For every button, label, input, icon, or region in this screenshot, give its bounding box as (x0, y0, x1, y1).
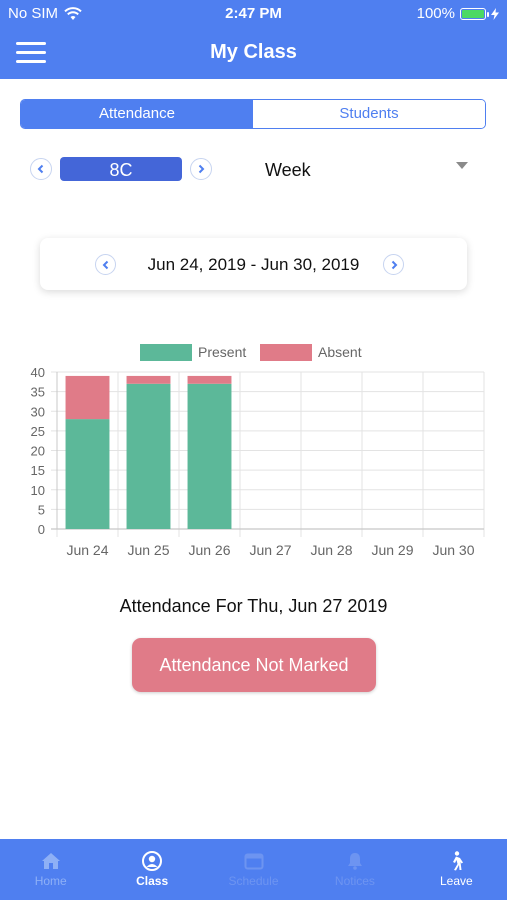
y-tick-label: 20 (31, 444, 45, 459)
charging-icon (491, 7, 499, 20)
chevron-right-icon (391, 260, 397, 269)
clock: 2:47 PM (225, 5, 282, 22)
x-tick-label: Jun 30 (432, 542, 474, 558)
chevron-left-icon (37, 164, 44, 174)
attendance-status-button[interactable]: Attendance Not Marked (132, 638, 376, 692)
y-tick-label: 0 (38, 522, 45, 537)
x-tick-label: Jun 28 (310, 542, 352, 558)
status-bar: No SIM 2:47 PM 100% (0, 0, 507, 28)
date-range-label: Jun 24, 2019 - Jun 30, 2019 (147, 255, 360, 274)
legend-swatch-present (140, 344, 192, 361)
bar-absent (187, 375, 232, 384)
view-segmented-control: Attendance Students (20, 99, 486, 129)
carrier-group: No SIM (8, 5, 82, 22)
bar-absent (65, 375, 110, 420)
next-class-button[interactable] (190, 158, 212, 180)
class-selector[interactable]: 8C (60, 157, 182, 181)
tab-notices[interactable]: Notices (304, 839, 405, 900)
period-dropdown-value[interactable]: Week (265, 160, 311, 180)
tab-schedule[interactable]: Schedule (203, 839, 304, 900)
tab-home-label: Home (34, 874, 67, 888)
tab-schedule-label: Schedule (228, 874, 279, 888)
x-tick-label: Jun 24 (66, 542, 108, 558)
date-range-card: Jun 24, 2019 - Jun 30, 2019 (40, 238, 467, 290)
y-tick-label: 40 (31, 365, 45, 380)
tab-students[interactable]: Students (253, 100, 485, 128)
previous-week-button[interactable] (95, 254, 116, 275)
bar-present (126, 383, 171, 529)
y-tick-label: 35 (31, 385, 45, 400)
x-tick-label: Jun 29 (371, 542, 413, 558)
tab-leave-label: Leave (439, 874, 473, 888)
walking-icon (453, 851, 464, 871)
x-tick-label: Jun 27 (249, 542, 291, 558)
chevron-right-icon (198, 164, 205, 174)
legend-swatch-absent (260, 344, 312, 361)
x-tick-label: Jun 25 (127, 542, 169, 558)
previous-class-button[interactable] (30, 158, 52, 180)
next-week-button[interactable] (383, 254, 404, 275)
calendar-icon (244, 853, 264, 870)
y-tick-label: 30 (31, 404, 45, 419)
battery-percent: 100% (416, 5, 455, 22)
y-tick-label: 5 (38, 502, 45, 517)
wifi-icon (64, 6, 82, 20)
attendance-date-heading: Attendance For Thu, Jun 27 2019 (119, 596, 388, 616)
y-tick-label: 15 (31, 463, 45, 478)
bell-icon (347, 853, 362, 870)
attendance-chart: Present Absent 0 5 10 15 20 25 30 35 40 Jun 24 Jun 2… (31, 344, 485, 558)
bar-present (65, 419, 110, 529)
y-tick-label: 10 (31, 483, 45, 498)
home-icon (41, 853, 60, 869)
legend-label-present: Present (198, 344, 246, 360)
tab-class[interactable]: Class (101, 839, 202, 900)
carrier-label: No SIM (8, 5, 59, 22)
battery-icon (460, 7, 489, 20)
x-tick-label: Jun 26 (188, 542, 230, 558)
page-title: My Class (210, 41, 297, 63)
tab-home[interactable]: Home (0, 839, 101, 900)
bottom-tab-bar: Home Class Schedule Notices Leave (0, 839, 507, 900)
legend-label-absent: Absent (318, 344, 362, 360)
class-icon (142, 851, 163, 871)
tab-attendance[interactable]: Attendance (21, 100, 253, 128)
navigation-bar: My Class (0, 28, 507, 79)
tab-leave[interactable]: Leave (406, 839, 507, 900)
tab-class-label: Class (136, 874, 169, 888)
chevron-left-icon (102, 260, 108, 269)
battery-group: 100% (417, 5, 499, 22)
hamburger-menu-icon[interactable] (16, 42, 46, 64)
bar-present (187, 383, 232, 529)
y-tick-label: 25 (31, 424, 45, 439)
dropdown-caret-icon[interactable] (456, 162, 468, 169)
tab-notices-label: Notices (334, 874, 375, 888)
bar-absent (126, 375, 171, 384)
